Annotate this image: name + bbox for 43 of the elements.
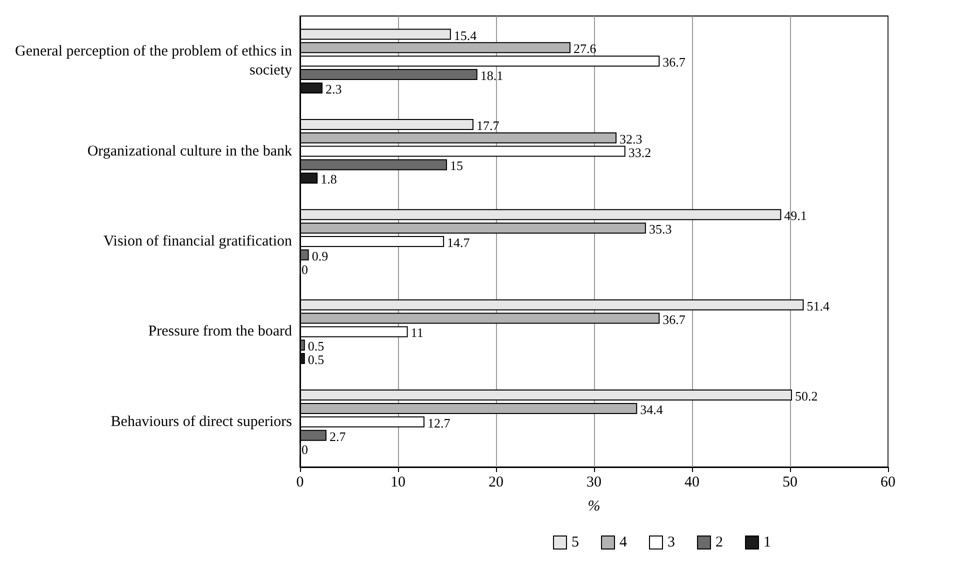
data-label: 34.4 <box>640 402 664 417</box>
data-label: 14.7 <box>447 235 470 250</box>
data-label: 2.3 <box>326 81 342 96</box>
data-label: 51.4 <box>806 298 830 314</box>
data-label: 0.5 <box>308 352 324 368</box>
data-label: 27.6 <box>573 41 597 56</box>
x-tick-label: 50 <box>782 474 798 490</box>
legend-label: 3 <box>668 534 675 550</box>
data-label: 32.3 <box>620 131 642 146</box>
y-tick-label: Behaviours of direct superiors <box>110 414 292 430</box>
legend-label: 1 <box>764 534 771 550</box>
x-tick-label: 60 <box>880 474 896 490</box>
data-label: 0 <box>302 262 308 277</box>
legend-label: 2 <box>716 534 723 550</box>
y-tick-label: General perception of the problem of ethics in society <box>15 44 292 79</box>
data-label: 15 <box>450 158 463 174</box>
data-label: 15.4 <box>454 28 478 43</box>
x-tick-label: 40 <box>684 474 700 490</box>
data-label: 33.2 <box>628 144 652 160</box>
data-label: 18.1 <box>480 68 504 84</box>
y-tick-label: Organizational culture in the bank <box>87 143 292 160</box>
legend-label: 4 <box>620 534 628 550</box>
legend-label: 5 <box>572 534 579 550</box>
y-tick-label: Pressure from the board <box>148 324 292 340</box>
data-label: 49.1 <box>784 208 807 224</box>
x-tick-label: 0 <box>296 474 304 490</box>
data-label: 12.7 <box>427 415 451 430</box>
data-label: 50.2 <box>794 388 818 404</box>
x-tick-label: 10 <box>390 474 406 490</box>
data-label: 0.5 <box>308 338 324 354</box>
data-label: 0 <box>302 442 308 458</box>
x-tick-label: 30 <box>586 474 602 490</box>
data-label: 36.7 <box>662 312 686 327</box>
data-label: 2.7 <box>329 428 346 444</box>
y-tick-label: Vision of financial gratification <box>103 234 292 250</box>
data-label: 1.8 <box>320 172 337 187</box>
data-label: 17.7 <box>476 118 500 133</box>
data-label: 11 <box>410 325 424 340</box>
data-label: 0.9 <box>312 248 328 264</box>
data-label: 35.3 <box>648 222 672 237</box>
x-tick-label: 20 <box>488 474 504 490</box>
data-label: 36.7 <box>662 54 686 70</box>
x-axis-title: % <box>588 498 600 514</box>
